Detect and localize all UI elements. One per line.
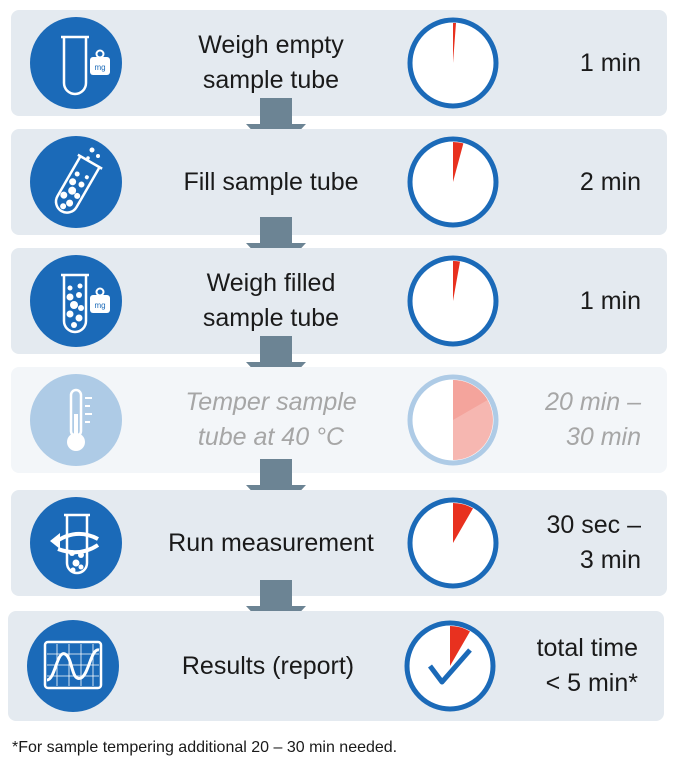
step-label: Results (report) — [181, 651, 355, 680]
step-time: 30 sec – 3 min — [546, 511, 641, 574]
mg-badge: mg — [94, 301, 105, 310]
down-arrow-icon — [246, 459, 306, 517]
step-time: 1 min — [579, 48, 641, 77]
down-arrow-icon — [246, 336, 306, 394]
step-time: total time < 5 min* — [536, 634, 638, 697]
checkmark-clock-icon — [404, 620, 496, 712]
step-temper-optional: Temper sample tube at 40 °C 20 min – 30 … — [11, 367, 667, 473]
clock-icon — [407, 497, 499, 589]
step-weigh-empty: mg Weigh empty sample tube 1 min — [11, 10, 667, 116]
mg-badge: mg — [94, 63, 105, 72]
step-label: Run measurement — [168, 528, 374, 557]
down-arrow-icon — [246, 580, 306, 638]
step-fill-tube: Fill sample tube 2 min — [11, 129, 667, 235]
clock-icon — [407, 17, 499, 109]
step-label: Temper sample tube at 40 °C — [185, 388, 357, 451]
step-time: 2 min — [579, 167, 641, 196]
empty-tube-with-weight-icon: mg — [30, 17, 122, 109]
step-label: Fill sample tube — [183, 167, 359, 196]
step-time: 20 min – 30 min — [545, 388, 641, 451]
clock-icon — [407, 374, 499, 466]
clock-icon — [407, 136, 499, 228]
clock-icon — [407, 255, 499, 347]
step-label: Weigh filled sample tube — [202, 269, 340, 332]
thermometer-icon — [30, 374, 122, 466]
step-run-measurement: Run measurement 30 sec – 3 min — [11, 490, 667, 596]
chart-screen-icon — [27, 620, 119, 712]
rotating-tube-icon — [30, 497, 122, 589]
step-results: Results (report) total time < 5 min* — [8, 611, 664, 721]
down-arrow-icon — [246, 217, 306, 275]
filling-tube-icon — [30, 136, 122, 228]
down-arrow-icon — [246, 98, 306, 156]
step-time: 1 min — [579, 286, 641, 315]
footnote: *For sample tempering additional 20 – 30… — [12, 739, 398, 756]
step-label: Weigh empty sample tube — [198, 31, 344, 94]
step-weigh-filled: mg Weigh filled sample tube 1 min — [11, 248, 667, 354]
filled-tube-with-weight-icon: mg — [30, 255, 122, 347]
